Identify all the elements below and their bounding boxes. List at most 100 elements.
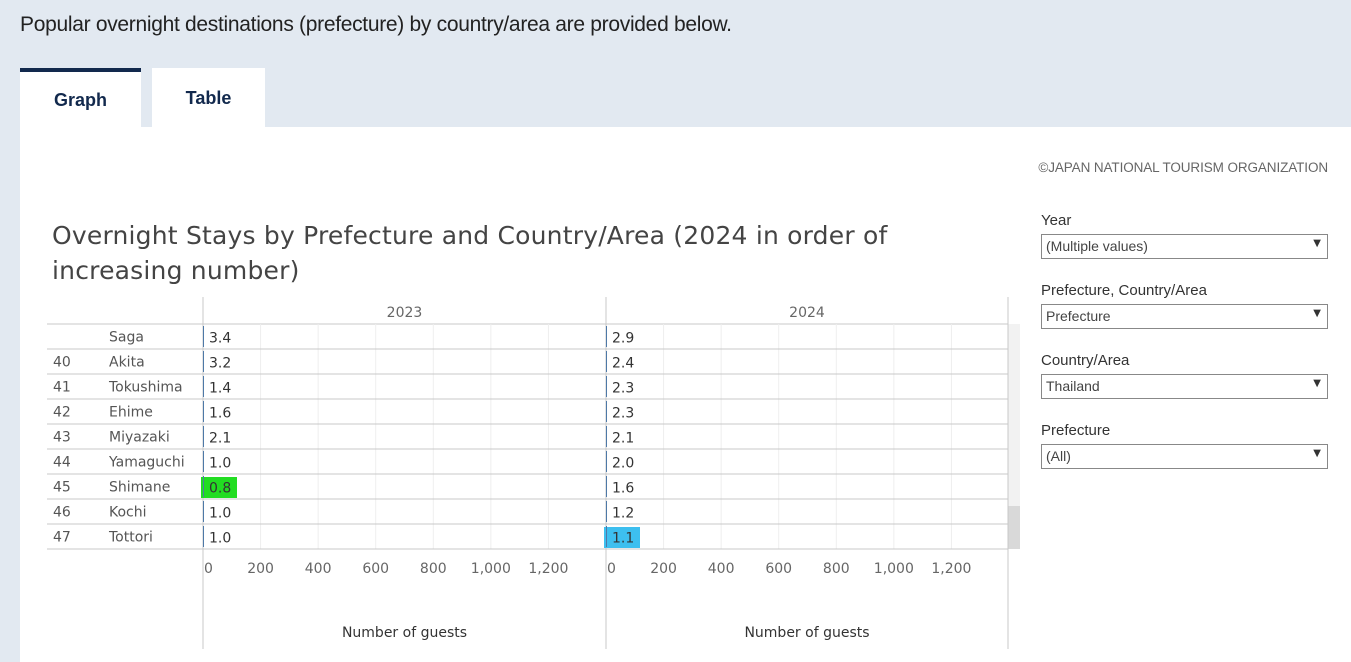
prefecture-filter-select[interactable]: (All) ▼ bbox=[1041, 444, 1328, 469]
tab-graph[interactable]: Graph bbox=[20, 68, 141, 128]
prefecture-label: Tottori bbox=[108, 530, 153, 546]
bar bbox=[606, 501, 607, 522]
year-filter-label: Year bbox=[1041, 212, 1072, 229]
granularity-filter-label: Prefecture, Country/Area bbox=[1041, 282, 1207, 299]
x-tick-label: 1,000 bbox=[471, 561, 511, 577]
rank-label: 41 bbox=[53, 380, 71, 396]
prefecture-filter-value: (All) bbox=[1046, 448, 1071, 464]
overnight-stays-chart: Saga 40 Akita 41 Tokushima 42 Ehime 43 Miyazaki 4… bbox=[47, 297, 1020, 649]
x-tick-label: 800 bbox=[823, 561, 850, 577]
prefecture-label: Shimane bbox=[109, 480, 170, 496]
rank-label: 44 bbox=[53, 455, 71, 471]
page-intro: Popular overnight destinations (prefectu… bbox=[20, 13, 732, 36]
bar-value-label: 1.2 bbox=[612, 506, 634, 522]
prefecture-label: Kochi bbox=[109, 505, 147, 521]
bar-value-label: 3.2 bbox=[209, 356, 231, 372]
rank-label: 45 bbox=[53, 480, 71, 496]
bar-value-label: 1.0 bbox=[209, 456, 231, 472]
bar-value-label: 0.8 bbox=[209, 481, 231, 497]
bar-value-label: 2.0 bbox=[612, 456, 634, 472]
bar-value-label: 2.1 bbox=[612, 431, 634, 447]
scrollbar-track bbox=[1008, 324, 1020, 549]
x-tick-label: 1,200 bbox=[528, 561, 568, 577]
bar-value-label: 1.1 bbox=[612, 531, 634, 547]
chevron-down-icon: ▼ bbox=[1313, 378, 1321, 389]
prefecture-label: Akita bbox=[109, 355, 145, 371]
chevron-down-icon: ▼ bbox=[1313, 448, 1321, 459]
prefecture-label: Tokushima bbox=[108, 380, 183, 396]
x-tick-label: 200 bbox=[247, 561, 274, 577]
country-filter-label: Country/Area bbox=[1041, 352, 1130, 369]
bar bbox=[203, 501, 204, 522]
bar-value-label: 1.4 bbox=[209, 381, 231, 397]
rank-label: 40 bbox=[53, 355, 71, 371]
prefecture-label: Miyazaki bbox=[109, 430, 170, 446]
chart-title: Overnight Stays by Prefecture and Countr… bbox=[52, 221, 888, 285]
bar bbox=[203, 376, 204, 397]
highlight-marker bbox=[604, 527, 640, 548]
year-filter-select[interactable]: (Multiple values) ▼ bbox=[1041, 234, 1328, 259]
bar-value-label: 1.0 bbox=[209, 506, 231, 522]
bar-value-label: 2.9 bbox=[612, 331, 634, 347]
prefecture-filter-label: Prefecture bbox=[1041, 422, 1111, 439]
granularity-filter-value: Prefecture bbox=[1046, 308, 1111, 324]
bar-value-label: 1.6 bbox=[612, 481, 634, 497]
scrollbar-thumb bbox=[1008, 506, 1020, 549]
bar bbox=[606, 526, 607, 547]
bar bbox=[606, 326, 607, 347]
rank-label: 43 bbox=[53, 430, 71, 446]
country-filter-value: Thailand bbox=[1046, 378, 1100, 394]
bar bbox=[203, 526, 204, 547]
x-tick-label: 1,200 bbox=[931, 561, 971, 577]
chevron-down-icon: ▼ bbox=[1313, 308, 1321, 319]
x-tick-label: 0 bbox=[204, 561, 213, 577]
bar-value-label: 2.3 bbox=[612, 381, 634, 397]
bar-value-label: 1.6 bbox=[209, 406, 231, 422]
x-tick-label: 200 bbox=[650, 561, 677, 577]
bar bbox=[203, 326, 204, 347]
bar bbox=[203, 476, 204, 497]
x-tick-label: 600 bbox=[362, 561, 389, 577]
chevron-down-icon: ▼ bbox=[1313, 238, 1321, 249]
rank-label: 46 bbox=[53, 505, 71, 521]
bar bbox=[606, 401, 607, 422]
x-tick-label: 800 bbox=[420, 561, 447, 577]
bar-value-label: 2.4 bbox=[612, 356, 634, 372]
rank-label: 47 bbox=[53, 530, 71, 546]
prefecture-label: Yamaguchi bbox=[108, 455, 185, 471]
bar bbox=[203, 351, 204, 372]
tab-table-label: Table bbox=[185, 87, 232, 108]
prefecture-label: Saga bbox=[109, 330, 144, 346]
x-tick-label: 400 bbox=[708, 561, 735, 577]
granularity-filter-select[interactable]: Prefecture ▼ bbox=[1041, 304, 1328, 329]
bar bbox=[606, 376, 607, 397]
x-axis-label: Number of guests bbox=[342, 625, 467, 641]
rank-label: 42 bbox=[53, 405, 71, 421]
x-tick-label: 0 bbox=[607, 561, 616, 577]
x-axis-label: Number of guests bbox=[744, 625, 869, 641]
bar bbox=[606, 476, 607, 497]
year-filter-value: (Multiple values) bbox=[1046, 238, 1148, 254]
bar bbox=[203, 451, 204, 472]
x-tick-label: 400 bbox=[305, 561, 332, 577]
x-tick-label: 1,000 bbox=[874, 561, 914, 577]
bar bbox=[606, 426, 607, 447]
bar bbox=[203, 401, 204, 422]
panel-header-year: 2024 bbox=[789, 305, 825, 321]
bar-value-label: 3.4 bbox=[209, 331, 231, 347]
bar bbox=[606, 451, 607, 472]
graph-panel: ©JAPAN NATIONAL TOURISM ORGANIZATION Ove… bbox=[20, 127, 1351, 662]
prefecture-label: Ehime bbox=[109, 405, 153, 421]
bar-value-label: 1.0 bbox=[209, 531, 231, 547]
tab-graph-label: Graph bbox=[53, 89, 107, 110]
bar-value-label: 2.3 bbox=[612, 406, 634, 422]
copyright-notice: ©JAPAN NATIONAL TOURISM ORGANIZATION bbox=[1038, 160, 1328, 175]
highlight-marker bbox=[201, 477, 237, 498]
country-filter-select[interactable]: Thailand ▼ bbox=[1041, 374, 1328, 399]
panel-header-year: 2023 bbox=[387, 305, 423, 321]
bar bbox=[606, 351, 607, 372]
bar-value-label: 2.1 bbox=[209, 431, 231, 447]
x-tick-label: 600 bbox=[765, 561, 792, 577]
bar bbox=[203, 426, 204, 447]
tab-table[interactable]: Table bbox=[152, 68, 265, 128]
